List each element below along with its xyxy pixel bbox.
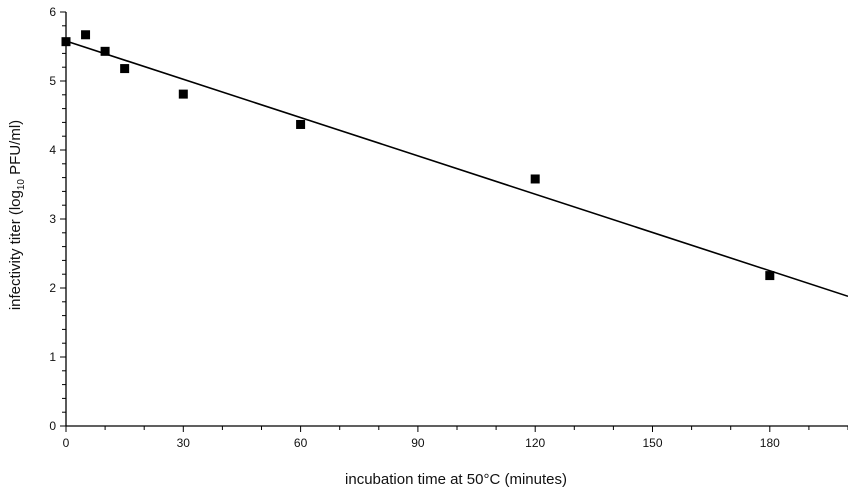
- data-point: [530, 174, 540, 184]
- data-point: [61, 37, 71, 47]
- y-axis-label: infectivity titer (log10 PFU/ml): [7, 120, 27, 310]
- regression-line: [65, 40, 848, 298]
- y-tick-label: 2: [49, 281, 56, 295]
- data-point: [765, 271, 775, 281]
- data-points: [61, 30, 775, 281]
- y-axis-ticks: 0 1 2 3 4 5 6: [49, 5, 66, 433]
- y-tick-label: 4: [49, 143, 56, 157]
- x-axis-ticks: 0 30 60 90 120 150 180: [63, 426, 848, 450]
- regression-line-group: [65, 40, 848, 298]
- y-tick-label: 5: [49, 74, 56, 88]
- x-axis-label: incubation time at 50°C (minutes): [345, 471, 567, 488]
- x-tick-label: 150: [642, 436, 662, 450]
- y-axis-label-suffix: PFU/ml): [7, 120, 24, 179]
- data-point: [296, 119, 306, 129]
- y-tick-label: 3: [49, 212, 56, 226]
- data-point: [100, 46, 110, 56]
- data-point: [178, 89, 188, 99]
- x-tick-label: 60: [294, 436, 308, 450]
- x-tick-label: 180: [760, 436, 780, 450]
- data-point: [81, 30, 91, 40]
- axes: [65, 12, 848, 427]
- x-tick-label: 0: [63, 436, 70, 450]
- x-tick-label: 120: [525, 436, 545, 450]
- y-axis-label-subscript: 10: [16, 179, 27, 191]
- y-tick-label: 6: [49, 5, 56, 19]
- y-tick-label: 1: [49, 350, 56, 364]
- y-axis-label-prefix: infectivity titer (log: [7, 190, 24, 310]
- x-tick-label: 90: [411, 436, 425, 450]
- data-point: [120, 64, 130, 74]
- x-tick-label: 30: [177, 436, 191, 450]
- y-tick-label: 0: [49, 419, 56, 433]
